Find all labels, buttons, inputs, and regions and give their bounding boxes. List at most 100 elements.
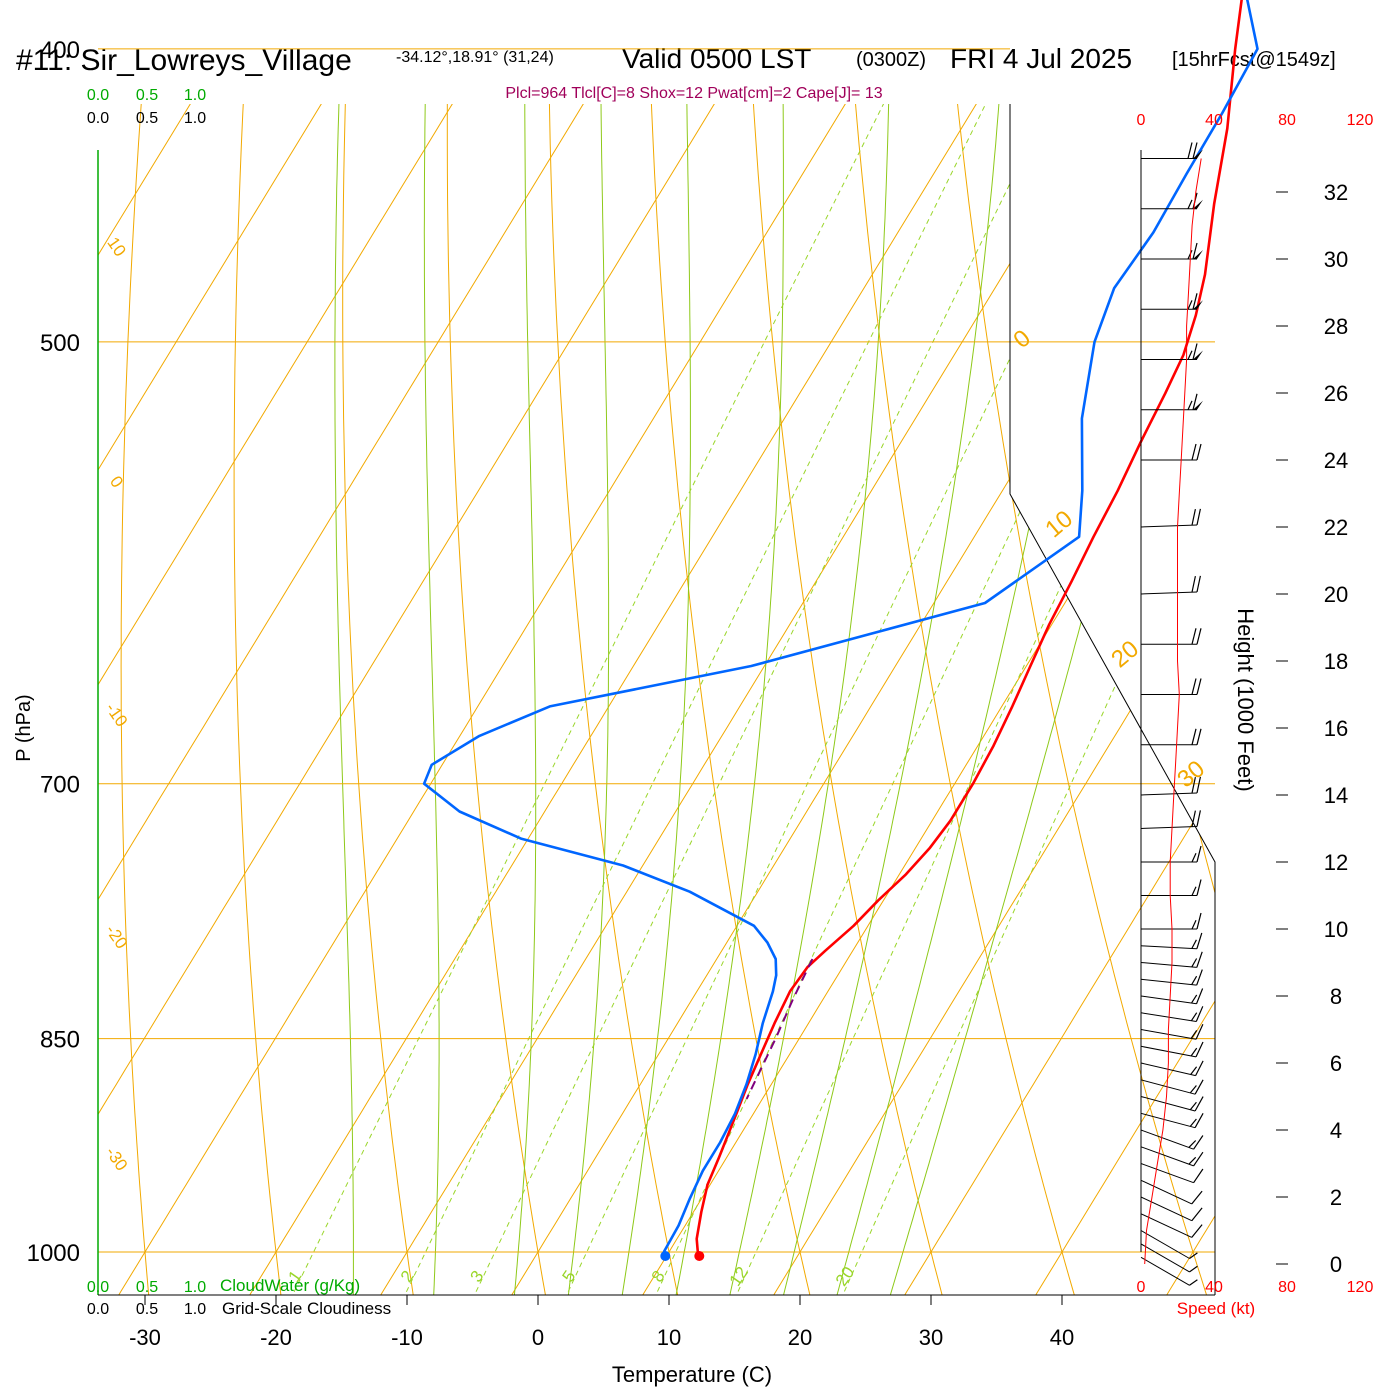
temperature-tick-label: -30 — [129, 1325, 161, 1350]
isotherm-line — [98, 104, 503, 1295]
pressure-tick-label: 1000 — [27, 1240, 80, 1267]
dry-adiabat-line — [233, 104, 310, 1295]
height-tick-label: 22 — [1324, 515, 1348, 540]
speed-panel — [1140, 150, 1202, 1265]
wind-barb — [1140, 1079, 1204, 1095]
wind-barb — [1141, 142, 1203, 159]
wind-barb — [1140, 1006, 1204, 1022]
wind-barb — [1140, 1129, 1204, 1150]
forecast-label: [15hrFcst@1549z] — [1172, 49, 1336, 71]
height-tick-label: 2 — [1330, 1185, 1342, 1210]
height-axis-label: Height (1000 Feet) — [1233, 608, 1258, 791]
pressure-ticks: 2503004005007008501000 — [27, 37, 80, 1267]
x-axis-label: Temperature (C) — [612, 1362, 772, 1387]
cloud-water-tick-top: 0.0 — [87, 87, 109, 104]
height-tick-label: 4 — [1330, 1118, 1342, 1143]
cloud-water-tick-top: 0.5 — [136, 87, 158, 104]
dry-adiabat-line — [1005, 104, 1215, 1295]
cloudiness-tick-bottom: 1.0 — [184, 1301, 206, 1318]
height-tick-label: 20 — [1324, 582, 1348, 607]
station-title: #11: Sir_Lowreys_Village — [16, 44, 352, 77]
moist-adiabat-line — [614, 104, 697, 1295]
height-tick-label: 14 — [1324, 783, 1348, 808]
pressure-tick-label: 400 — [40, 37, 80, 64]
wind-barb — [1141, 192, 1203, 210]
wind-barb — [1141, 912, 1202, 930]
height-tick-label: 30 — [1324, 247, 1348, 272]
sounding-series — [422, 0, 1259, 1261]
cloud-water-tick-bottom: 1.0 — [184, 1279, 206, 1296]
temperature-tick-label: 0 — [532, 1325, 544, 1350]
isotherm-label: 30 — [1172, 755, 1210, 793]
wind-barb — [1140, 1146, 1204, 1167]
cloud-ticks: 0.0 0.0 0.0 0.0 0.5 0.5 0.5 0.5 1.0 1.0 1.0 1.0 — [87, 87, 206, 1318]
isotherm-label: 20 — [1106, 635, 1144, 673]
cloudiness-tick-top: 0.0 — [87, 110, 109, 127]
wind-barb — [1140, 988, 1204, 1005]
wind-barb — [1141, 628, 1202, 645]
dry-adiabat-line — [342, 104, 421, 1295]
isotherm-label: 0 — [1008, 325, 1036, 354]
height-tick-label: 28 — [1324, 314, 1348, 339]
cloudiness-tick-top: 0.5 — [136, 110, 158, 127]
pressure-tick-label: 500 — [40, 330, 80, 357]
speed-tick-top: 120 — [1347, 112, 1374, 129]
speed-tick-bottom: 120 — [1347, 1279, 1374, 1296]
wind-barb — [1141, 728, 1202, 746]
isotherm-lines — [98, 104, 1215, 1295]
height-tick-label: 26 — [1324, 381, 1348, 406]
mixing-ratio-line — [464, 104, 1077, 1295]
wind-barb — [1140, 951, 1203, 968]
isotherm-line — [98, 104, 634, 1295]
station-coords: -34.12°,18.91° (31,24) — [396, 49, 554, 66]
surface-temperature-point — [694, 1251, 705, 1261]
isotherm-line — [352, 104, 1215, 1295]
mixing-ratio-label: 3 — [466, 1267, 487, 1286]
dry-adiabat-lines — [0, 0, 1215, 1341]
dewpoint-line — [422, 0, 1259, 1253]
isotherm-line — [98, 104, 372, 1295]
wind-barb — [1140, 1213, 1203, 1238]
height-tick-label: 18 — [1324, 649, 1348, 674]
cloud-water-label: CloudWater (g/Kg) — [220, 1276, 360, 1295]
temperature-tick-label: 20 — [788, 1325, 812, 1350]
isotherm-line — [614, 104, 1215, 1295]
wind-barb — [1140, 810, 1201, 829]
mixing-ratio-label: 12 — [726, 1263, 752, 1289]
dry-adiabat-line — [738, 104, 955, 1295]
mixing-ratio-lines — [281, 104, 1215, 1295]
temperature-tick-label: 40 — [1050, 1325, 1074, 1350]
isobar-lines — [98, 48, 1215, 1253]
pressure-tick-label: 850 — [40, 1027, 80, 1054]
dry-adiabat-line — [98, 104, 135, 1295]
mixing-ratio-label: 20 — [832, 1263, 858, 1289]
height-tick-label: 12 — [1324, 850, 1348, 875]
wind-barb — [1140, 1179, 1203, 1205]
mixing-ratio-line — [726, 104, 1215, 1295]
speed-tick-bottom: 0 — [1137, 1279, 1146, 1296]
plot-frame — [97, 104, 1216, 1296]
cloudiness-tick-bottom: 0.5 — [136, 1301, 158, 1318]
wind-barb — [1140, 575, 1201, 595]
dry-adiabat-line — [0, 0, 47, 1341]
wind-barb — [1140, 932, 1203, 950]
pressure-tick-label: 700 — [40, 772, 80, 799]
isotherm-line — [483, 104, 1215, 1295]
speed-tick-top: 40 — [1205, 112, 1223, 129]
mixing-ratio-label: 5 — [559, 1267, 580, 1286]
zulu-time: (0300Z) — [856, 49, 926, 71]
indices-line: Plcl=964 Tlcl[C]=8 Shox=12 Pwat[cm]=2 Ca… — [505, 85, 882, 102]
temperature-tick-label: -10 — [391, 1325, 423, 1350]
isotherm-line — [98, 104, 1158, 1295]
isotherm-line — [98, 104, 110, 1295]
isotherm-line — [98, 104, 1027, 1295]
moist-adiabat-line — [561, 104, 620, 1295]
wind-barb — [1141, 678, 1202, 695]
moist-adiabat-line — [423, 104, 467, 1295]
height-tick-label: 10 — [1324, 917, 1348, 942]
wind-barb — [1140, 508, 1201, 528]
cloud-water-tick-bottom: 0.0 — [87, 1279, 109, 1296]
height-tick-label: 16 — [1324, 716, 1348, 741]
